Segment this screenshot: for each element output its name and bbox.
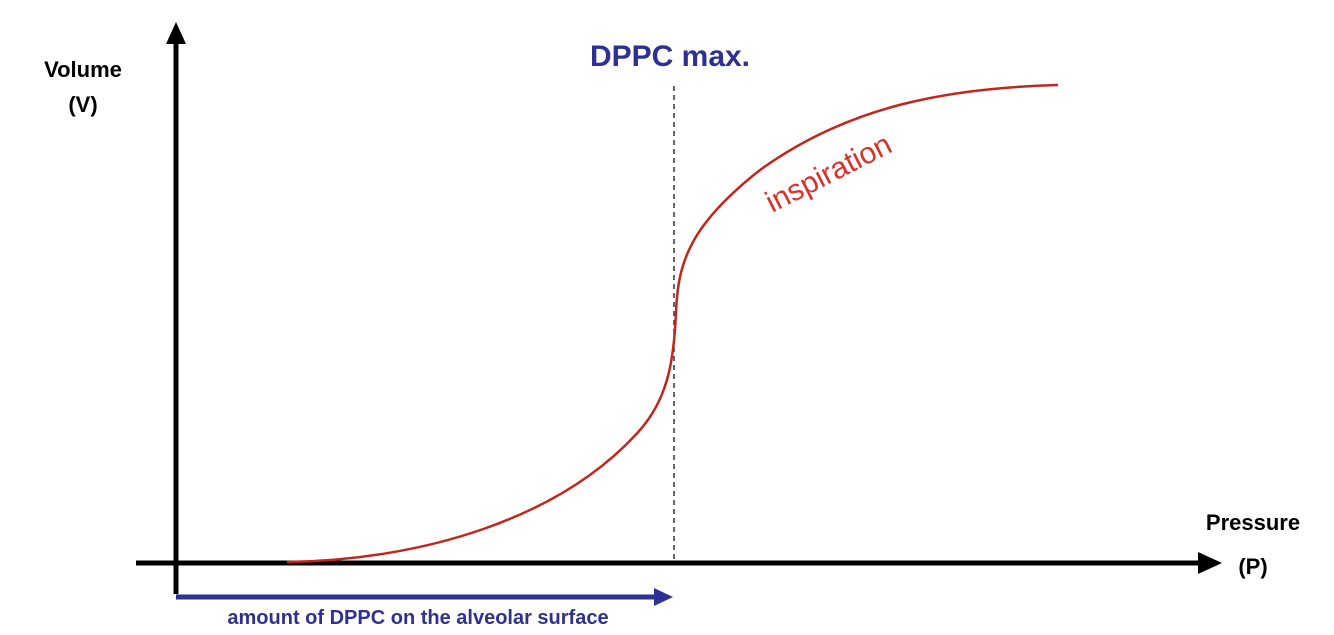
x-axis-label-line2: (P) bbox=[1238, 554, 1267, 579]
dppc-arrow-head bbox=[654, 588, 673, 606]
y-axis-arrowhead bbox=[166, 22, 186, 44]
y-axis bbox=[166, 22, 186, 594]
inspiration-label: inspiration bbox=[760, 128, 897, 219]
inspiration-curve bbox=[286, 83, 1059, 564]
y-axis-label-line1: Volume bbox=[44, 57, 122, 82]
dppc-max-label: DPPC max. bbox=[590, 40, 750, 73]
y-axis-label-line2: (V) bbox=[68, 92, 97, 117]
x-axis-arrowhead bbox=[1198, 552, 1222, 574]
x-axis bbox=[136, 552, 1222, 574]
dppc-amount-arrow bbox=[176, 588, 673, 606]
dppc-amount-label: amount of DPPC on the alveolar surface bbox=[227, 607, 608, 629]
x-axis-label-line1: Pressure bbox=[1206, 510, 1300, 535]
